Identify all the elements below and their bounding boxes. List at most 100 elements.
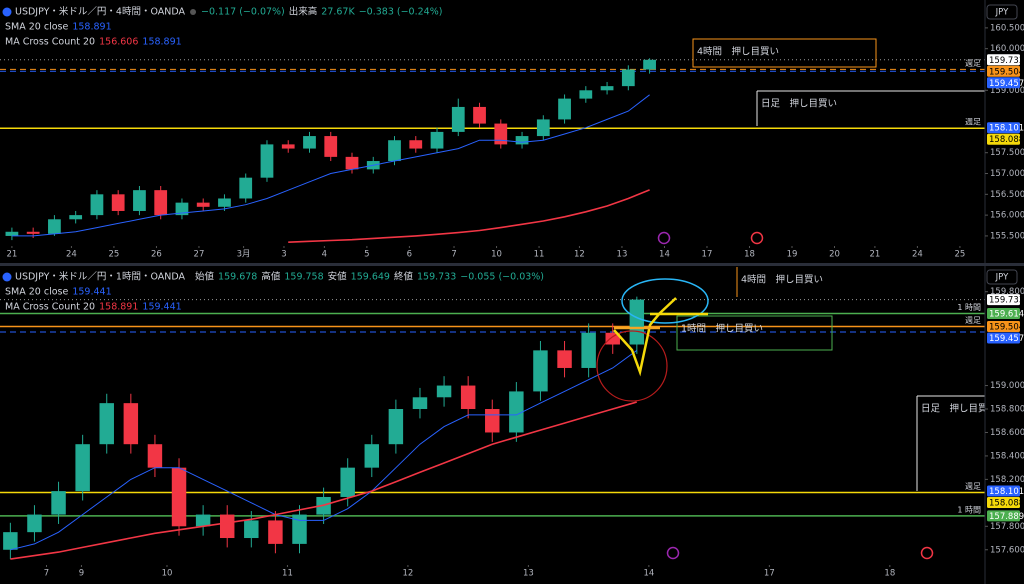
annotation-box [692, 38, 877, 68]
candle-body [195, 514, 211, 527]
y-tick-label: 159.000 [990, 86, 1024, 96]
price-tag-text: 158.088 [989, 498, 1024, 508]
x-tick-label: 20 [829, 250, 840, 260]
candle-body [123, 403, 139, 445]
chart-title: USDJPY・米ドル／円・1時間・OANDA [15, 271, 186, 283]
candle-body [494, 123, 508, 145]
annotation-text: 1時間 押し目買い [681, 323, 763, 335]
price-tag-text: 158.101 [989, 487, 1024, 497]
annotation-text: 日足 押し目買い [921, 403, 997, 415]
level-label: 1 時間 [957, 505, 981, 514]
candle-body [27, 514, 42, 533]
candle-body [409, 140, 423, 149]
level-label: 週足 [965, 316, 981, 325]
candle-body [364, 444, 380, 468]
x-tick-label: 19 [787, 250, 798, 260]
candle-body [219, 514, 235, 539]
candle-body [345, 156, 359, 170]
price-tag-text: 159.733 [989, 296, 1024, 306]
y-tick-label: 158.600 [990, 428, 1024, 438]
currency-label: JPY [995, 8, 1009, 18]
price-tag-text: 159.614 [989, 310, 1024, 320]
price-tag [987, 133, 1020, 145]
price-tag [987, 294, 1020, 306]
x-tick-label: 9 [79, 569, 84, 579]
candle-body [175, 202, 189, 216]
y-tick-label: 160.500 [990, 23, 1024, 33]
symbol-logo [2, 7, 12, 17]
level-label: 1 時間 [957, 303, 981, 312]
x-tick-label: 25 [109, 250, 120, 260]
candle-body [75, 444, 90, 492]
candle-body [509, 391, 524, 433]
y-tick-label: 157.500 [990, 148, 1024, 158]
y-tick-label: 157.800 [990, 522, 1024, 532]
event-icon [920, 546, 934, 560]
candle-body [99, 403, 114, 445]
x-tick-label: 26 [151, 250, 162, 260]
level-label: 週足 [965, 59, 981, 68]
candle-body [485, 409, 500, 433]
candle-body [268, 520, 283, 544]
x-tick-label: 21 [869, 250, 880, 260]
candle-body [260, 144, 274, 178]
candle-body [3, 532, 18, 550]
currency-button[interactable] [986, 269, 1018, 285]
candle-body [460, 385, 476, 410]
annotation-text: 日足 押し目買い [761, 98, 837, 110]
candle-body [324, 136, 338, 157]
candle-body [111, 194, 125, 211]
currency-label: JPY [995, 273, 1009, 283]
y-tick-label: 157.600 [990, 545, 1024, 555]
legend-value: 158.891 [72, 22, 111, 33]
y-tick-label: 160.000 [990, 44, 1024, 54]
candle-body [171, 467, 187, 527]
event-icon [750, 231, 764, 245]
x-tick-label: 25 [955, 250, 966, 260]
x-tick-label: 17 [702, 250, 713, 260]
legend-name: MA Cross Count 20 [5, 37, 95, 48]
header-stat: 出来高 [289, 6, 318, 18]
x-tick-label: 4 [322, 250, 327, 260]
symbol-logo [2, 272, 12, 282]
price-tag [987, 54, 1020, 66]
x-tick-label: 12 [574, 250, 585, 260]
price-tag-text: 159.457 [989, 79, 1024, 89]
price-tag [987, 308, 1020, 320]
x-tick-label: 10 [162, 569, 173, 579]
header-stat: 159.678 [218, 272, 257, 283]
legend-name: SMA 20 close [5, 22, 68, 33]
candle-body [388, 140, 401, 162]
x-tick-label: 24 [66, 250, 77, 260]
markup-stroke [613, 297, 677, 377]
header-stat: 高値 [261, 271, 281, 283]
candle-body [147, 444, 163, 468]
x-tick-label: 21 [6, 250, 17, 260]
status-dot [190, 9, 197, 15]
indicator-line [10, 349, 638, 551]
x-tick-label: 27 [194, 250, 205, 260]
price-tag-text: 159.504 [989, 322, 1024, 332]
legend-value: 156.606 [99, 37, 138, 48]
currency-button[interactable] [986, 4, 1018, 20]
y-tick-label: 159.000 [990, 381, 1024, 391]
level-label: 週足 [965, 118, 981, 127]
y-tick-label: 155.500 [990, 231, 1024, 241]
x-tick-label: 10 [491, 250, 502, 260]
y-tick-label: 158.200 [990, 475, 1024, 485]
header-stat: 安値 [328, 271, 348, 283]
x-tick-label: 13 [523, 569, 534, 579]
candle-body [643, 59, 656, 70]
x-tick-label: 14 [659, 250, 670, 260]
indicator-line [288, 189, 650, 243]
candle-body [244, 520, 259, 539]
price-tag-text: 159.457 [989, 334, 1024, 344]
price-tag-text: 159.504 [989, 67, 1024, 77]
candle-body [218, 198, 231, 207]
price-tag [987, 332, 1020, 344]
candle-body [436, 385, 452, 398]
x-tick-label: 12 [403, 569, 414, 579]
x-tick-label: 18 [884, 569, 895, 579]
indicator-line [10, 401, 638, 560]
